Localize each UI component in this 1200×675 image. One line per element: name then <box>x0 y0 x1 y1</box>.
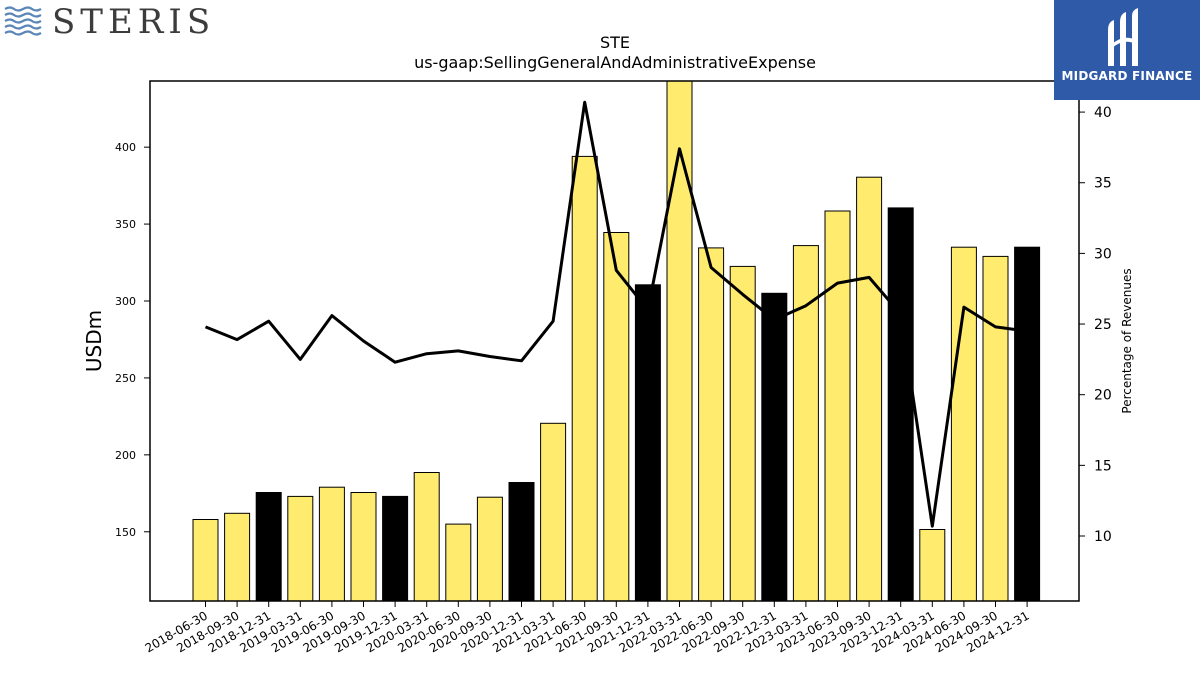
bar-2020-09-30 <box>476 496 503 602</box>
steris-logo: STERIS <box>4 2 215 42</box>
y-axis-label: USDm <box>82 310 106 372</box>
bar-2022-03-31 <box>666 80 693 602</box>
y2-axis-label: Percentage of Revenues <box>1120 268 1134 413</box>
bar-2023-09-30 <box>856 176 883 602</box>
y2-tick-label: 35 <box>1094 176 1112 192</box>
midgard-finance-logo: MIDGARD FINANCE <box>1054 0 1200 100</box>
line-series <box>204 100 1028 528</box>
midgard-brand-text: MIDGARD FINANCE <box>1061 69 1193 83</box>
bar-series <box>192 80 1041 602</box>
bar-2018-09-30 <box>224 512 251 602</box>
bar-2022-09-30 <box>729 265 756 602</box>
bar-2024-06-30 <box>950 246 977 602</box>
bar-2022-12-31 <box>761 292 788 602</box>
bar-2019-06-30 <box>318 486 345 602</box>
y2-tick-label: 30 <box>1094 246 1112 262</box>
wave-icon <box>4 6 42 36</box>
y2-tick-label: 10 <box>1094 529 1112 545</box>
chart-subtitle: us-gaap:SellingGeneralAndAdministrativeE… <box>414 53 816 72</box>
midgard-emblem-icon <box>1108 8 1138 66</box>
y-tick-label: 200 <box>115 449 136 462</box>
bar-2024-03-31 <box>919 529 946 602</box>
y2-tick-label: 25 <box>1094 317 1112 333</box>
bar-2022-06-30 <box>698 247 725 602</box>
bar-2021-03-31 <box>540 422 567 602</box>
bar-2024-09-30 <box>982 255 1009 602</box>
bar-2023-12-31 <box>887 207 914 602</box>
x-axis: 2018-06-302018-09-302018-12-312019-03-31… <box>143 601 1032 655</box>
bar-2019-03-31 <box>287 495 314 602</box>
bar-2020-03-31 <box>413 472 440 602</box>
bar-2023-06-30 <box>824 210 851 602</box>
bar-2021-12-31 <box>634 284 661 602</box>
bar-2020-06-30 <box>445 523 472 602</box>
right-axis: 10 15 20 25 30 35 40 <box>1079 105 1112 545</box>
left-axis: 150 200 250 300 350 400 <box>115 141 150 539</box>
bar-2020-12-31 <box>508 482 535 602</box>
steris-brand-text: STERIS <box>52 2 216 42</box>
bar-2019-09-30 <box>350 492 377 602</box>
y-tick-label: 250 <box>115 372 136 385</box>
bar-2021-06-30 <box>571 155 598 602</box>
y2-tick-label: 15 <box>1094 458 1112 474</box>
y-tick-label: 400 <box>115 141 136 154</box>
bar-2018-06-30 <box>192 519 219 602</box>
bar-2024-12-31 <box>1014 246 1041 602</box>
chart-title: STE <box>600 33 630 52</box>
y-tick-label: 150 <box>115 526 136 539</box>
y-tick-label: 300 <box>115 295 136 308</box>
bar-2019-12-31 <box>382 495 409 602</box>
percentage-line <box>204 100 1028 528</box>
bar-2018-12-31 <box>255 492 282 602</box>
y2-tick-label: 40 <box>1094 105 1112 121</box>
y2-tick-label: 20 <box>1094 388 1112 404</box>
bar-2021-09-30 <box>603 232 630 602</box>
y-tick-label: 350 <box>115 218 136 231</box>
plot-frame <box>149 80 1080 602</box>
